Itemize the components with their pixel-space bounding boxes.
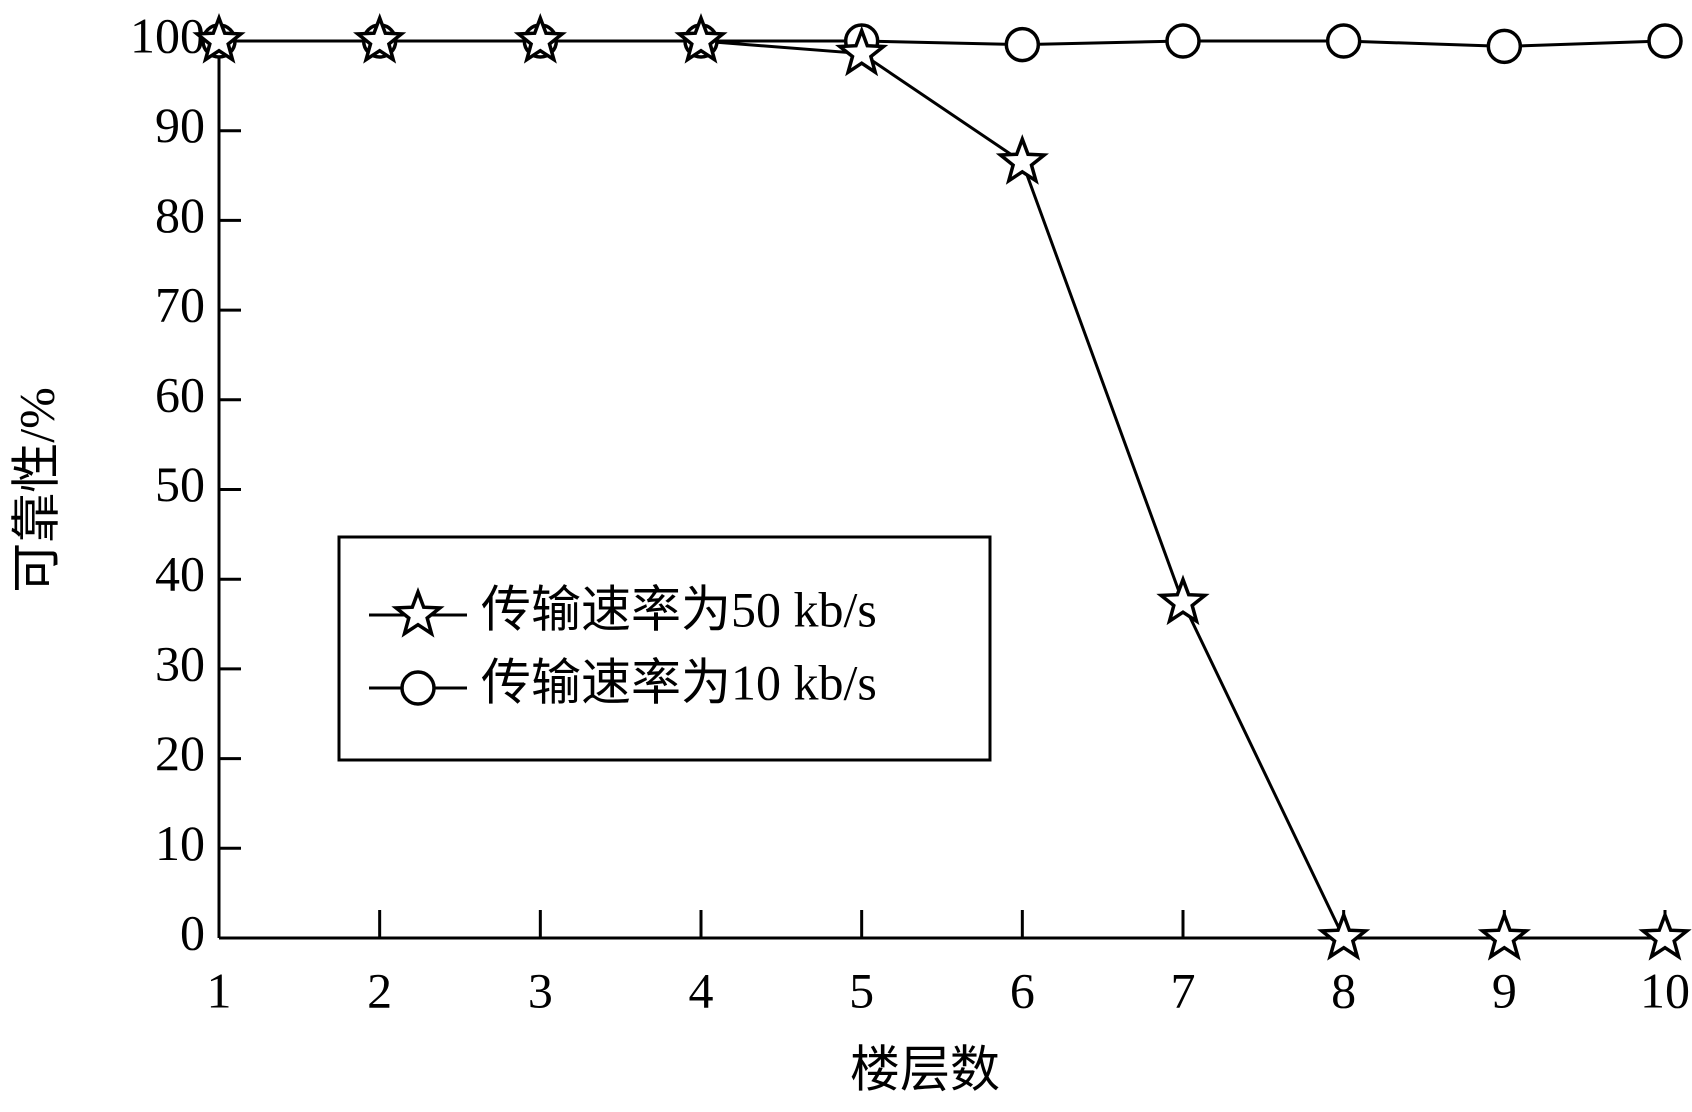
star-marker	[1317, 909, 1371, 961]
star-marker	[835, 25, 889, 77]
y-tick-label: 40	[155, 546, 205, 602]
x-tick-label: 3	[528, 962, 553, 1018]
x-tick-label: 4	[689, 962, 714, 1018]
y-tick-label: 20	[155, 725, 205, 781]
series-line	[219, 39, 1666, 48]
circle-marker	[1004, 26, 1041, 63]
star-marker	[1638, 910, 1692, 961]
star-marker	[513, 12, 567, 64]
y-tick-label: 100	[130, 7, 205, 63]
x-tick-label: 6	[1010, 962, 1035, 1018]
y-tick-label: 0	[180, 904, 205, 960]
legend-label: 传输速率为10 kb/s	[481, 654, 877, 710]
circle-marker	[1647, 23, 1683, 59]
circle-marker	[1486, 28, 1523, 65]
series-line	[219, 39, 1665, 940]
y-tick-label: 70	[155, 277, 205, 333]
x-tick-label: 2	[367, 962, 392, 1018]
star-marker	[192, 13, 246, 64]
star-marker	[995, 134, 1049, 185]
y-tick-label: 90	[155, 97, 205, 153]
x-tick-label: 9	[1492, 962, 1517, 1018]
x-tick-label: 8	[1331, 962, 1356, 1018]
star-marker	[391, 587, 445, 638]
y-tick-label: 80	[155, 187, 205, 243]
star-marker	[353, 12, 407, 64]
x-tick-label: 1	[207, 962, 232, 1018]
circle-marker	[1325, 23, 1362, 59]
legend-box	[337, 535, 992, 762]
x-tick-label: 5	[849, 962, 874, 1018]
y-tick-label: 30	[155, 635, 205, 691]
y-tick-label: 50	[155, 456, 205, 512]
legend-label: 传输速率为50 kb/s	[481, 581, 877, 637]
x-tick-label: 10	[1640, 962, 1690, 1018]
x-tick-label: 7	[1171, 962, 1196, 1018]
star-marker	[1156, 574, 1210, 626]
circle-marker	[400, 670, 436, 706]
y-tick-label: 10	[155, 815, 205, 871]
y-axis-label: 可靠性/%	[8, 387, 64, 593]
x-axis-label: 楼层数	[850, 1041, 1000, 1097]
y-tick-label: 60	[155, 366, 205, 422]
star-marker	[1477, 909, 1531, 961]
circle-marker	[1165, 23, 1201, 59]
star-marker	[674, 13, 728, 64]
